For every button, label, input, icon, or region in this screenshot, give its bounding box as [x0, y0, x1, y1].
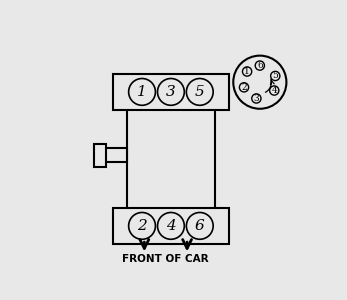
Text: 3: 3 [254, 94, 259, 103]
Bar [94, 144, 106, 167]
Text: 1: 1 [244, 67, 250, 76]
Bar [113, 74, 229, 110]
Text: 2: 2 [137, 219, 147, 233]
Circle shape [271, 71, 280, 81]
Bar [105, 148, 127, 162]
Circle shape [270, 86, 279, 95]
Bar [113, 208, 229, 244]
Text: 3: 3 [166, 85, 176, 99]
Circle shape [255, 61, 264, 70]
Text: 6: 6 [195, 219, 205, 233]
Circle shape [158, 212, 184, 239]
Text: 5: 5 [195, 85, 205, 99]
Text: 4: 4 [166, 219, 176, 233]
Circle shape [239, 83, 249, 92]
Circle shape [129, 79, 155, 105]
Circle shape [186, 79, 213, 105]
Bar [127, 105, 215, 209]
Circle shape [186, 212, 213, 239]
Text: 5: 5 [272, 71, 278, 80]
Circle shape [243, 67, 252, 76]
Circle shape [252, 94, 261, 103]
Text: 6: 6 [257, 61, 263, 70]
Text: 4: 4 [271, 86, 277, 95]
Text: 1: 1 [137, 85, 147, 99]
Text: FRONT OF CAR: FRONT OF CAR [122, 254, 209, 263]
Circle shape [233, 56, 286, 109]
Text: 2: 2 [241, 83, 247, 92]
Circle shape [129, 212, 155, 239]
Circle shape [158, 79, 184, 105]
